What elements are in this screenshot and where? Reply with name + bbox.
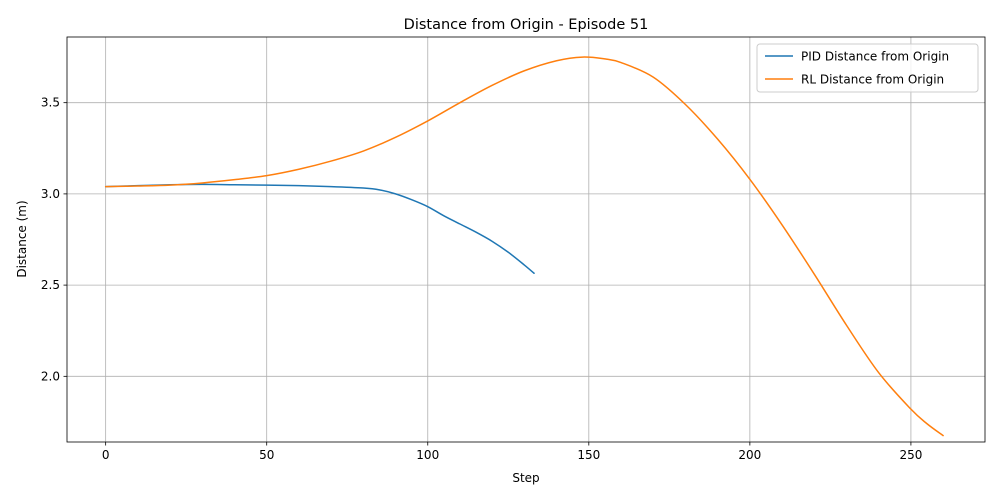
- x-tick-label: 50: [259, 448, 274, 462]
- x-tick-label: 250: [899, 448, 922, 462]
- x-tick-label: 100: [416, 448, 439, 462]
- x-axis-ticks: 0 50 100 150 200 250: [102, 442, 922, 462]
- y-tick-label: 3.5: [41, 96, 60, 110]
- x-axis-label: Step: [512, 471, 539, 485]
- x-tick-label: 0: [102, 448, 110, 462]
- legend: PID Distance from Origin RL Distance fro…: [756, 43, 979, 93]
- chart-title: Distance from Origin - Episode 51: [404, 17, 649, 33]
- x-tick-label: 150: [577, 448, 600, 462]
- legend-box: [756, 43, 979, 93]
- series-lines: [104, 56, 944, 437]
- series-line-0: [104, 183, 535, 274]
- plot-frame: [66, 36, 986, 443]
- series-line-1: [104, 56, 944, 437]
- x-tick-label: 200: [738, 448, 761, 462]
- y-axis-label: Distance (m): [15, 200, 29, 277]
- grid: [67, 37, 985, 442]
- legend-label-rl: RL Distance from Origin: [801, 73, 944, 87]
- y-tick-label: 2.0: [41, 369, 60, 383]
- y-tick-label: 2.5: [41, 278, 60, 292]
- y-axis-ticks: 2.0 2.5 3.0 3.5: [41, 96, 67, 383]
- legend-label-pid: PID Distance from Origin: [801, 50, 949, 64]
- y-tick-label: 3.0: [41, 187, 60, 201]
